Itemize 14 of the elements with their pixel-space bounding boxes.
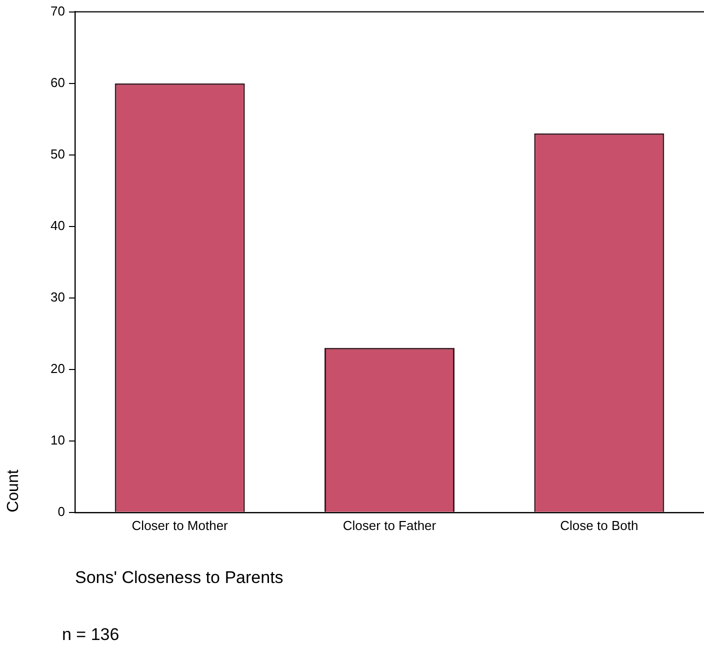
y-tick-label: 20	[50, 360, 65, 376]
x-tick-label: Closer to Father	[342, 518, 437, 533]
y-axis-title: Count	[5, 469, 22, 512]
y-tick-label: 40	[50, 218, 65, 233]
text: n = 136	[62, 625, 120, 645]
y-tick-label: 70	[50, 3, 65, 18]
x-tick-label: Closer to Mother	[132, 518, 229, 533]
y-tick-label: 60	[50, 74, 65, 90]
x-axis-title: Sons' Closeness to Parents	[75, 568, 284, 588]
y-tick-label: 30	[50, 289, 65, 304]
y-tick-label: 10	[50, 432, 65, 448]
y-tick-label: 0	[58, 504, 65, 519]
y-tick-label: 50	[50, 146, 65, 162]
x-tick-label: Close to Both	[560, 518, 638, 533]
